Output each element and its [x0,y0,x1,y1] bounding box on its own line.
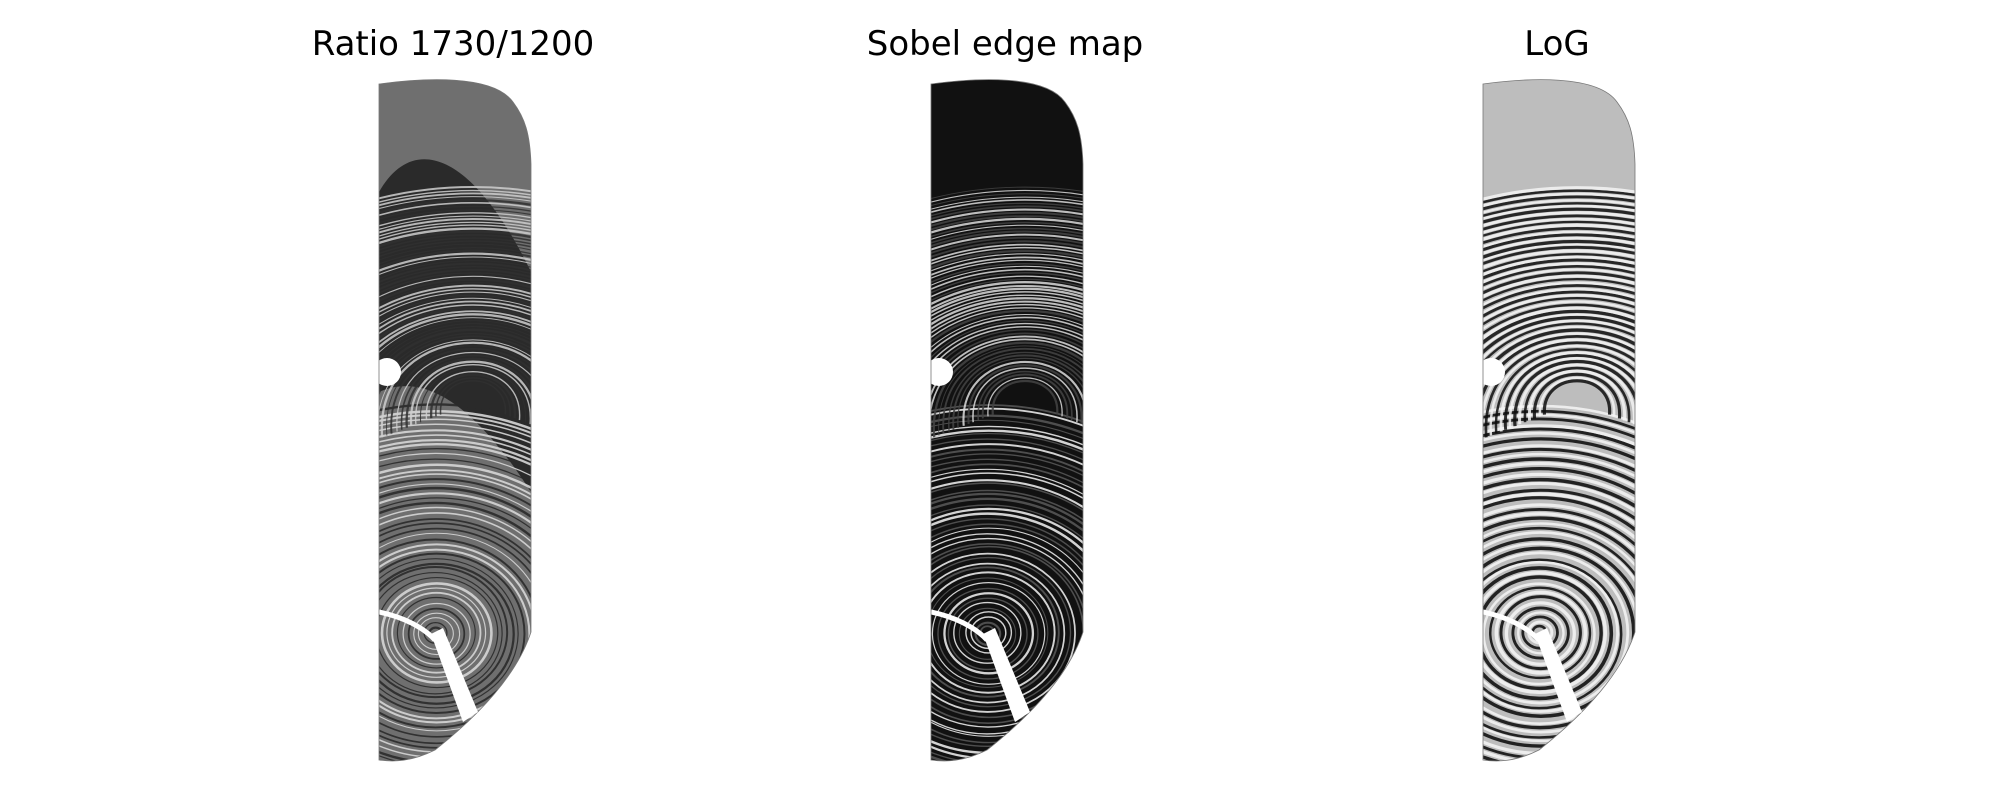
ratio-image [378,79,532,762]
panel-title-ratio: Ratio 1730/1200 [311,24,595,64]
sobel-edge-image [930,79,1084,762]
panel-ratio: Ratio 1730/1200 [173,0,733,800]
panel-sobel: Sobel edge map [725,0,1285,800]
panel-title-log: LoG [1524,24,1590,64]
panel-log: LoG [1277,0,1837,800]
panel-title-sobel: Sobel edge map [866,24,1144,64]
log-image [1482,79,1636,762]
